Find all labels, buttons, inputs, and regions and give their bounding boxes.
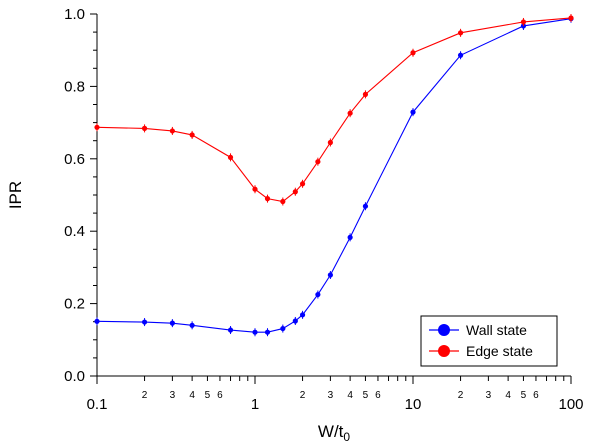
data-point xyxy=(169,128,175,134)
series-wall-state xyxy=(94,14,574,337)
data-point xyxy=(264,196,271,202)
data-point xyxy=(227,327,234,333)
data-point xyxy=(347,110,353,116)
series-line xyxy=(96,17,572,203)
x-minor-tick-label: 6 xyxy=(375,390,381,401)
data-point xyxy=(189,322,195,328)
x-axis-title: W/t0 xyxy=(318,422,351,443)
legend-label: Wall state xyxy=(466,322,527,338)
x-minor-tick-label: 2 xyxy=(300,390,306,401)
data-point xyxy=(299,312,306,318)
data-point xyxy=(347,234,353,240)
x-axis-title-subscript: 0 xyxy=(343,430,350,443)
x-minor-tick-label: 3 xyxy=(328,390,334,401)
x-minor-tick-label: 5 xyxy=(363,390,369,401)
x-minor-tick-label: 3 xyxy=(170,390,176,401)
x-tick-label: 10 xyxy=(405,396,422,413)
data-point xyxy=(141,125,148,131)
series-line xyxy=(96,18,572,333)
data-point xyxy=(299,181,306,187)
series-edge-state xyxy=(94,13,574,206)
legend: Wall state Edge state xyxy=(420,315,558,367)
data-point xyxy=(94,124,100,130)
y-tick-label: 0.8 xyxy=(64,78,85,95)
data-point xyxy=(252,329,258,335)
data-point xyxy=(292,318,298,324)
y-tick-label: 1.0 xyxy=(64,6,85,23)
data-point xyxy=(280,198,286,205)
data-point xyxy=(327,272,333,278)
data-point xyxy=(252,186,258,192)
data-point xyxy=(457,52,464,58)
data-point xyxy=(315,291,321,298)
data-point xyxy=(520,19,527,25)
data-point xyxy=(362,91,369,97)
data-point xyxy=(410,50,416,56)
y-axis-title: IPR xyxy=(6,181,25,209)
x-minor-tick-label: 6 xyxy=(217,390,223,401)
data-point xyxy=(410,109,416,115)
x-minor-tick-label: 3 xyxy=(486,390,492,401)
x-tick-label: 100 xyxy=(558,396,583,413)
y-tick-label: 0.2 xyxy=(64,296,85,313)
series-layer xyxy=(94,13,574,337)
data-point xyxy=(94,318,100,324)
data-point xyxy=(457,30,464,36)
data-point xyxy=(292,189,298,195)
data-point xyxy=(315,159,321,165)
data-point xyxy=(227,154,234,160)
legend-swatch-marker xyxy=(438,345,450,357)
legend-label: Edge state xyxy=(466,343,533,359)
x-minor-tick-label: 2 xyxy=(142,390,148,401)
y-tick-label: 0.0 xyxy=(64,368,85,385)
data-point xyxy=(280,325,286,332)
axes-layer xyxy=(90,13,572,384)
x-minor-tick-label: 2 xyxy=(458,390,464,401)
x-minor-tick-label: 6 xyxy=(533,390,539,401)
data-point xyxy=(362,203,369,209)
x-minor-tick-label: 5 xyxy=(205,390,211,401)
x-tick-label: 0.1 xyxy=(87,396,108,413)
x-minor-tick-label: 4 xyxy=(505,390,511,401)
data-point xyxy=(189,132,195,138)
legend-swatch-marker xyxy=(438,324,450,336)
y-tick-label: 0.6 xyxy=(64,151,85,168)
data-point xyxy=(568,15,574,21)
data-point xyxy=(327,139,333,146)
data-point xyxy=(141,319,148,325)
data-point xyxy=(169,320,175,326)
x-tick-label: 1 xyxy=(251,396,259,413)
x-minor-tick-label: 4 xyxy=(347,390,353,401)
x-minor-tick-label: 5 xyxy=(521,390,527,401)
x-axis-title-main: W/t xyxy=(318,422,344,441)
y-tick-label: 0.4 xyxy=(64,223,85,240)
data-point xyxy=(264,329,271,335)
x-minor-tick-label: 4 xyxy=(189,390,195,401)
